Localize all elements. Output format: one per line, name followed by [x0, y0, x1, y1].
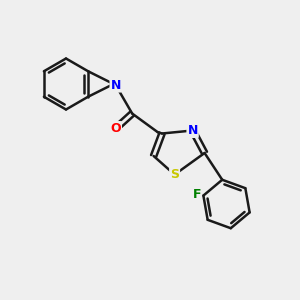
- Text: N: N: [110, 79, 121, 92]
- Text: S: S: [170, 168, 179, 181]
- Text: N: N: [188, 124, 198, 137]
- Text: F: F: [193, 188, 201, 201]
- Text: O: O: [110, 122, 121, 135]
